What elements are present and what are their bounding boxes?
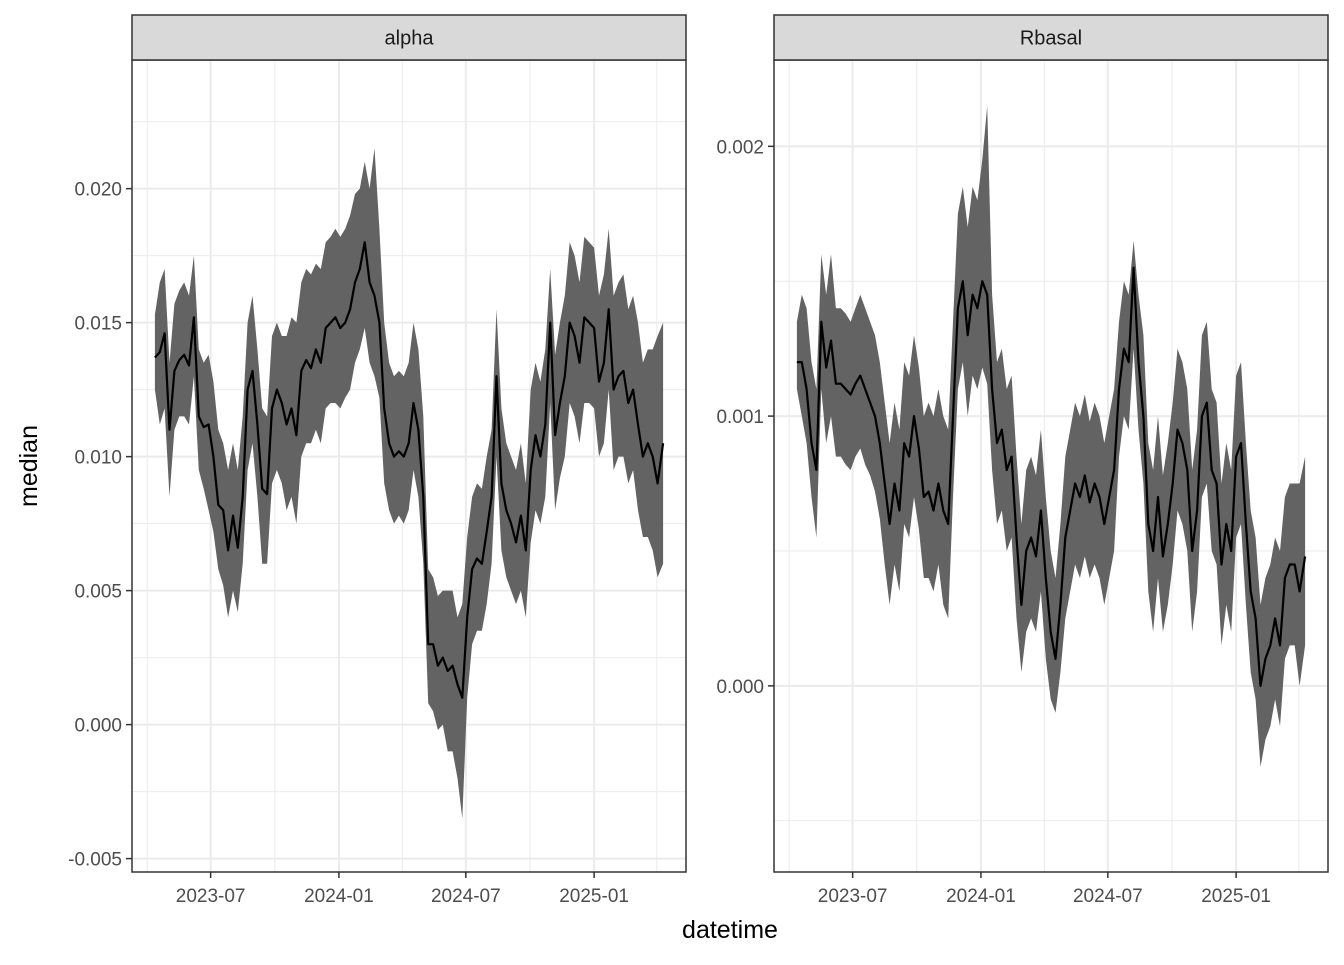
panel-rbasal: Rbasal 0.000 0.001 0.002 2023-07 2024-01 2024-… (716, 14, 1329, 907)
y-tick-label: 0.020 (74, 180, 122, 201)
x-tick-label: 2024-07 (1073, 886, 1143, 907)
x-tick-label: 2023-07 (176, 886, 246, 907)
y-tick-label: 0.002 (716, 137, 764, 158)
y-tick-label: 0.010 (74, 448, 122, 469)
x-tick-label: 2025-01 (1201, 886, 1271, 907)
y-tick-label: -0.005 (68, 850, 122, 871)
median-line (796, 266, 1307, 687)
y-tick-label: 0.001 (716, 407, 764, 428)
x-tick-label: 2024-01 (304, 886, 374, 907)
median-line (154, 241, 665, 699)
y-tick-label: 0.000 (716, 677, 764, 698)
y-tick-label: 0.005 (74, 582, 122, 603)
facet-strip-label: alpha (385, 28, 435, 50)
panel-alpha: alpha -0.005 0.000 0.005 0.010 0.015 0.020 2023… (68, 14, 687, 907)
x-tick-label: 2024-01 (946, 886, 1016, 907)
facet-strip (773, 14, 1329, 61)
facet-strip (131, 14, 687, 61)
x-tick-label: 2023-07 (818, 886, 888, 907)
facet-strip-label: Rbasal (1020, 28, 1082, 50)
credible-interval-band (154, 148, 664, 819)
y-tick-label: 0.000 (74, 716, 122, 737)
y-tick-label: 0.015 (74, 314, 122, 335)
x-axis-title: datetime (682, 916, 778, 944)
x-tick-label: 2025-01 (559, 886, 629, 907)
y-axis-title: median (15, 425, 43, 507)
x-tick-label: 2024-07 (431, 886, 501, 907)
